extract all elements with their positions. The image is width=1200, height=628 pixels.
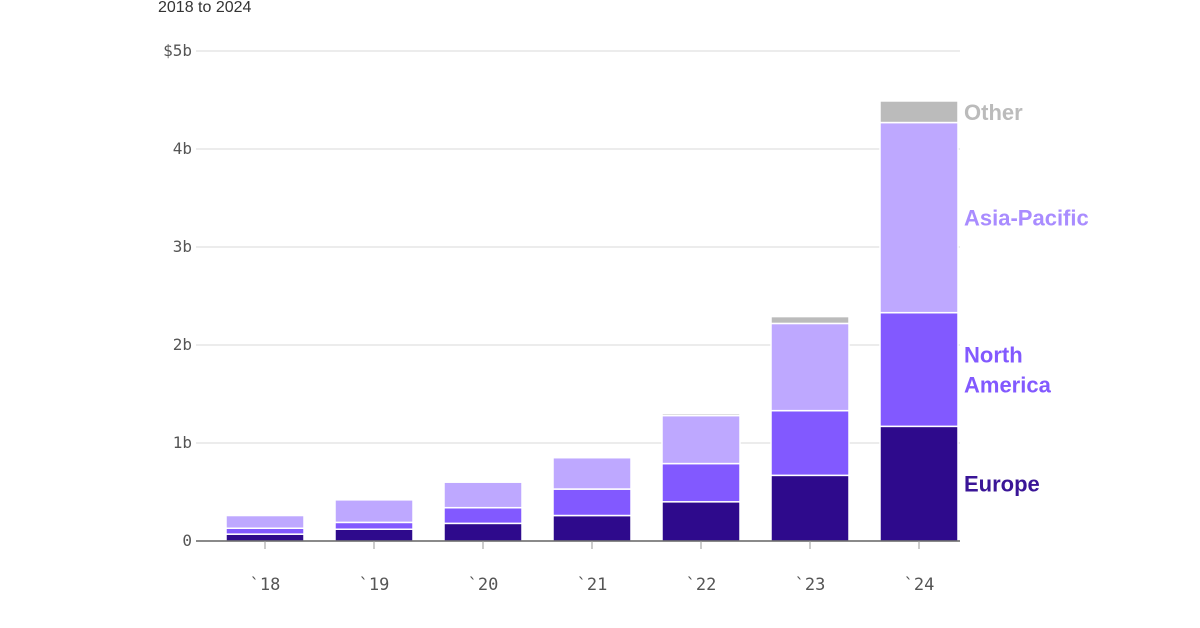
bars	[225, 100, 959, 542]
bar-asia-pacific-0	[225, 514, 305, 530]
x-tick-label-4: `22	[686, 575, 717, 595]
bar-asia-pacific-3	[552, 456, 632, 490]
series-labels: Europe North America Asia-Pacific Other	[964, 100, 1089, 497]
x-tick-label-2: `20	[468, 575, 499, 595]
bar-north-america-5	[770, 409, 850, 477]
y-tick-label-4: 4b	[173, 139, 192, 158]
bar-asia-pacific-4	[661, 414, 741, 465]
bar-asia-pacific-2	[443, 481, 523, 509]
series-label-other: Other	[964, 100, 1023, 125]
x-tick-label-6: `24	[904, 575, 935, 595]
bar-europe-6	[879, 425, 959, 542]
series-label-north-america: North America	[964, 343, 1052, 398]
bar-north-america-1	[334, 521, 414, 530]
y-tick-label-2: 2b	[173, 335, 192, 354]
bar-asia-pacific-5	[770, 322, 850, 412]
x-tick-label-1: `19	[359, 575, 390, 595]
bar-north-america-0	[225, 527, 305, 535]
bar-europe-4	[661, 501, 741, 542]
y-tick-label-3: 3b	[173, 237, 192, 256]
bar-europe-3	[552, 514, 632, 542]
bar-north-america-4	[661, 462, 741, 503]
bar-europe-5	[770, 474, 850, 542]
bar-other-5	[770, 315, 850, 325]
axes: 0 1b 2b 3b 4b $5b `18 `19 `20 `21 `22 `23 `24	[163, 41, 960, 595]
y-tick-label-1: 1b	[173, 433, 192, 452]
chart-subtitle: 2018 to 2024	[158, 0, 252, 16]
bar-other-6	[879, 100, 959, 124]
bar-north-america-6	[879, 311, 959, 428]
bar-north-america-2	[443, 506, 523, 525]
bar-asia-pacific-6	[879, 121, 959, 314]
bar-europe-2	[443, 522, 523, 542]
x-tick-label-3: `21	[577, 575, 608, 595]
y-tick-label-5: $5b	[163, 41, 192, 60]
series-label-asia-pacific: Asia-Pacific	[964, 206, 1089, 231]
bar-asia-pacific-1	[334, 499, 414, 524]
bar-europe-0	[225, 533, 305, 542]
x-tick-label-0: `18	[250, 575, 281, 595]
bar-north-america-3	[552, 488, 632, 517]
bar-europe-1	[334, 528, 414, 542]
x-tick-label-5: `23	[795, 575, 826, 595]
bar-other-4	[661, 412, 741, 417]
y-tick-label-0: 0	[182, 531, 192, 550]
series-label-europe: Europe	[964, 472, 1040, 497]
